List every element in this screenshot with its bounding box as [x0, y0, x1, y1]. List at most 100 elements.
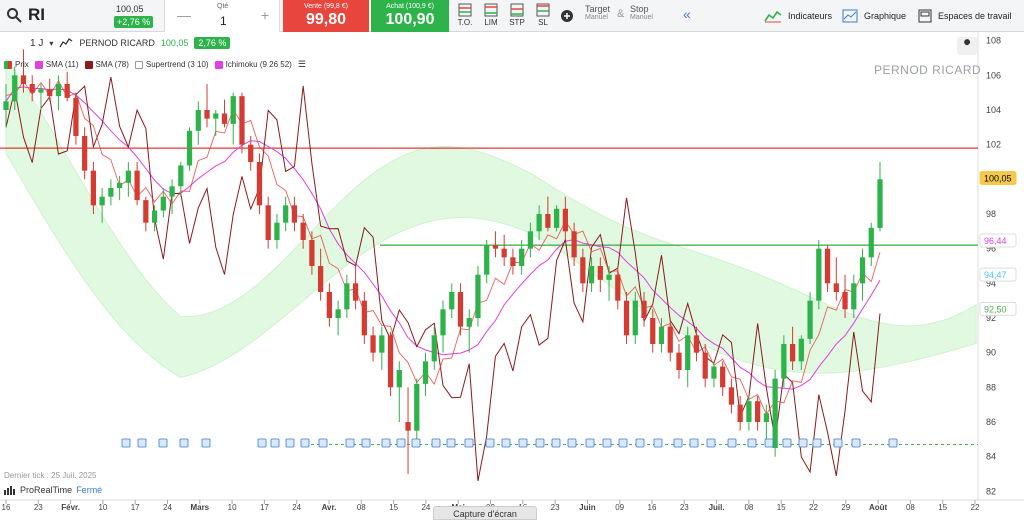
candle-body: [38, 89, 44, 93]
candle-body: [99, 196, 105, 206]
candle-body: [580, 257, 586, 284]
candle-body: [248, 144, 254, 162]
x-tick-label: 16: [2, 503, 11, 512]
candle-body: [519, 248, 525, 266]
wrench-icon[interactable]: [957, 37, 977, 55]
collapse-chevron-icon[interactable]: «: [683, 6, 691, 22]
candle-body: [501, 248, 507, 258]
candle-body: [772, 378, 778, 448]
indicators-button[interactable]: Indicateurs: [764, 4, 832, 28]
qty-input[interactable]: 1: [220, 14, 227, 28]
legend-sma11-item[interactable]: SMA (11): [34, 60, 79, 69]
event-marker-icon: [535, 438, 545, 448]
symbol-label[interactable]: RI: [28, 5, 45, 24]
order-to-label: T.O.: [457, 18, 473, 27]
brand-label: ProRealTime: [20, 485, 73, 495]
legend-supertrend-item[interactable]: Supertrend (3 10): [134, 60, 209, 69]
event-marker-icon: [464, 438, 474, 448]
legend-ichimoku-item[interactable]: Ichimoku (9 26 52): [214, 60, 292, 69]
event-marker-icon: [137, 438, 147, 448]
event-marker-icon: [270, 438, 280, 448]
event-marker-icon: [396, 438, 406, 448]
candle-body: [379, 335, 385, 353]
qty-minus-button[interactable]: —: [177, 7, 191, 23]
x-tick-label: 22: [971, 503, 980, 512]
candle-body: [536, 214, 542, 232]
price-label-tag: [979, 233, 1017, 248]
price-label-tag: [979, 267, 1017, 282]
candle-body: [134, 170, 140, 201]
supertrend-swatch-icon: [134, 60, 143, 69]
candle-body: [606, 274, 612, 280]
event-marker-icon: [602, 438, 612, 448]
x-tick-label: 08: [906, 503, 915, 512]
candle-body: [29, 84, 35, 93]
quote-price: 100,05: [116, 4, 144, 14]
chart-watermark: PERNOD RICARD: [874, 63, 982, 77]
event-marker-icon: [411, 438, 421, 448]
candle-body: [693, 335, 700, 353]
sma78-swatch-icon: [84, 60, 93, 69]
candle-body: [842, 292, 848, 310]
price-label-text: 96,44: [984, 236, 1007, 246]
screenshot-tab[interactable]: Capture d'écran: [433, 506, 537, 520]
quantity-stepper[interactable]: — Qté 1 +: [164, 0, 280, 32]
candle-body: [213, 113, 219, 119]
candle-body: [55, 84, 62, 97]
candle-body: [798, 338, 804, 362]
ichimoku-swatch-icon: [214, 60, 223, 69]
search-icon[interactable]: [6, 7, 22, 23]
event-marker-icon: [345, 438, 355, 448]
event-marker-icon: [747, 438, 757, 448]
legend-label: Ichimoku (9 26 52): [225, 60, 292, 69]
list-icon[interactable]: ☰: [297, 59, 306, 69]
order-to-button[interactable]: T.O.: [452, 2, 478, 30]
chart-background: [0, 32, 1024, 517]
y-tick-label: 102: [986, 140, 1001, 150]
candle-body: [230, 96, 236, 124]
candle-body: [387, 335, 394, 388]
candle-body: [274, 222, 280, 240]
sell-button[interactable]: Vente (99,8 €) 99,80: [283, 0, 369, 32]
event-marker-icon: [381, 438, 391, 448]
stop-selector[interactable]: Stop Manuel: [630, 4, 653, 36]
candle-body: [195, 110, 201, 131]
candle-body: [475, 274, 481, 318]
top-toolbar: RI 100,05 +2,76 % — Qté 1 + Vente (99,8 …: [0, 0, 1024, 32]
candle-body: [239, 96, 245, 145]
sma78-line: [5, 76, 881, 482]
candle-body: [20, 75, 27, 84]
order-lim-button[interactable]: LIM: [478, 2, 504, 30]
x-tick-label: 15: [777, 503, 786, 512]
sell-price: 99,80: [305, 11, 347, 28]
event-marker-icon: [300, 438, 310, 448]
target-selector[interactable]: Target Manuel: [585, 4, 610, 36]
price-chart[interactable]: 8284868890929496981001021041061081623Fév…: [0, 32, 1024, 517]
event-marker-icon: [179, 438, 189, 448]
candle-body: [737, 404, 743, 422]
chart-label: Graphique: [864, 11, 907, 21]
candle-body: [457, 292, 464, 327]
price-label-tag: [979, 170, 1017, 185]
y-tick-label: 108: [986, 36, 1001, 46]
legend-sma78-item[interactable]: SMA (78): [84, 60, 129, 69]
event-marker-icon: [706, 438, 716, 448]
candle-body: [169, 186, 175, 197]
order-sl-button[interactable]: SL: [530, 2, 556, 30]
y-tick-label: 86: [986, 417, 996, 427]
qty-plus-button[interactable]: +: [260, 7, 269, 23]
workspace-button[interactable]: Espaces de travail: [918, 4, 1012, 28]
chevron-down-icon[interactable]: ▾: [49, 38, 54, 48]
chart-button[interactable]: Graphique: [842, 4, 906, 28]
order-stp-button[interactable]: STP: [504, 2, 530, 30]
event-marker-icon: [285, 438, 295, 448]
indicators-label: Indicateurs: [788, 11, 833, 21]
buy-button[interactable]: Achat (100,9 €) 100,90: [371, 0, 449, 32]
candle-body: [877, 179, 883, 228]
plus-circle-icon[interactable]: [560, 9, 574, 23]
x-tick-label: 29: [841, 503, 850, 512]
timeframe-selector[interactable]: 1 J: [30, 37, 44, 49]
legend-price-item[interactable]: Prix: [4, 60, 29, 69]
chart-type-icon[interactable]: [59, 37, 73, 49]
prorealtime-logo-icon: [4, 486, 15, 495]
